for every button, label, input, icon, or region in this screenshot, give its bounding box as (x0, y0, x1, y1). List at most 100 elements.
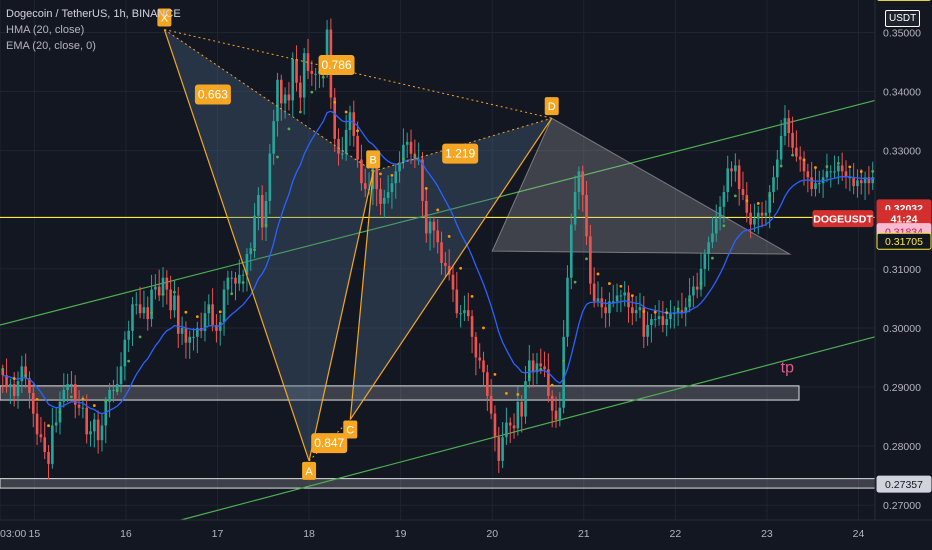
candle (833, 155, 836, 178)
candle (623, 281, 626, 307)
candle (409, 129, 413, 164)
candle-body (856, 180, 859, 187)
symbol-title[interactable]: Dogecoin / TetherUS, 1h, BINANCE (6, 8, 181, 20)
hma-dot (195, 315, 199, 318)
pattern-ratio-2: 0.786 (318, 55, 355, 75)
candle-body (260, 195, 264, 228)
candle-body (585, 195, 588, 237)
candle (711, 216, 714, 249)
candle-body (676, 310, 680, 314)
candle-body (741, 189, 745, 195)
candle (470, 310, 474, 354)
candle-body (218, 322, 222, 331)
candle (238, 259, 241, 291)
candle-body (398, 162, 401, 172)
hma-dot (401, 157, 405, 161)
candle-body (81, 407, 85, 409)
candle (531, 353, 535, 388)
candle-body (379, 189, 382, 204)
candle-body (333, 97, 337, 139)
candle-body (28, 378, 31, 393)
candle (806, 163, 810, 193)
candle (199, 312, 203, 339)
candle (363, 168, 367, 198)
candle-body (528, 360, 531, 382)
candle (547, 353, 550, 403)
hma-dot (573, 280, 577, 284)
candle-body (386, 192, 390, 198)
hma-dot (459, 266, 463, 270)
candle-body (642, 307, 646, 337)
hma-dot (642, 310, 646, 313)
pattern-ratio-1: 0.663 (194, 84, 231, 105)
candle-body (573, 192, 577, 225)
candle (737, 159, 741, 206)
candle-body (577, 171, 581, 193)
candle (47, 444, 50, 480)
candle (543, 351, 546, 378)
candle (554, 396, 558, 428)
candle-body (264, 200, 268, 228)
candle-body (249, 248, 253, 255)
candle-body (306, 53, 310, 71)
hma-dot (733, 194, 737, 198)
hma-dot (745, 199, 749, 203)
hma-dot (47, 424, 50, 428)
ema-indicator-label[interactable]: EMA (20, close, 0) (6, 40, 96, 52)
currency-badge[interactable]: USDT (885, 10, 921, 27)
price-tag-label: 0.31705 (885, 236, 923, 248)
candle-body (547, 369, 550, 396)
hma-dot (298, 110, 302, 114)
candle (333, 88, 337, 152)
candle (783, 105, 787, 146)
price-tag-label: 0.27357 (885, 479, 923, 491)
candle-body (230, 277, 233, 279)
candle (569, 213, 573, 290)
candle (432, 216, 436, 248)
candle (585, 181, 588, 245)
candle (447, 249, 451, 281)
pattern-point-x: X (157, 8, 172, 27)
candle-body (581, 171, 585, 195)
candle-body (520, 401, 523, 417)
hma-dot (161, 292, 165, 296)
time-tick-label: 03:00 (0, 528, 26, 540)
candle-body (142, 307, 146, 314)
candle (596, 281, 600, 307)
hma-dot (447, 235, 451, 238)
chart-legend: Dogecoin / TetherUS, 1h, BINANCE HMA (20… (6, 6, 181, 54)
candle-body (684, 307, 688, 314)
candle-body (550, 395, 554, 411)
candle (749, 204, 752, 239)
candle (512, 413, 516, 439)
price-axis-bg (875, 0, 932, 550)
candle-body (272, 121, 275, 154)
grid-lines (0, 0, 875, 520)
hma-indicator-label[interactable]: HMA (20, close) (6, 24, 85, 36)
candle (100, 414, 104, 452)
candle-body (653, 319, 657, 321)
candle-body (154, 286, 157, 290)
candle-body (566, 277, 569, 337)
candle-body (871, 177, 875, 184)
candle-body (554, 410, 558, 420)
time-tick-label: 20 (486, 528, 498, 540)
hma-dot (516, 393, 520, 396)
candle-body (825, 171, 829, 178)
candle-body (360, 159, 363, 184)
price-tag-031705: 0.31705 (876, 232, 932, 250)
candle (31, 383, 35, 428)
candle (39, 416, 43, 443)
candle-body (791, 132, 794, 148)
hma-dot (390, 173, 394, 177)
candle-body (531, 360, 535, 373)
candle-body (859, 180, 863, 184)
candle-body (669, 313, 672, 320)
hma-dot (35, 397, 39, 401)
candle (451, 264, 455, 303)
candle (337, 128, 340, 166)
candle (211, 288, 214, 332)
candle-body (592, 283, 596, 302)
candle-body (115, 384, 119, 390)
